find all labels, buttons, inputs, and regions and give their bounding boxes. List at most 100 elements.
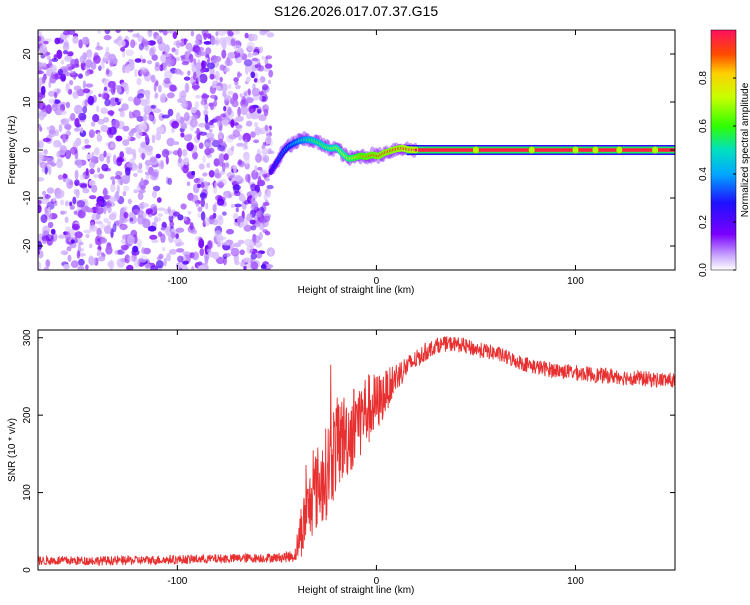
noise-blob (246, 213, 253, 222)
noise-blob (256, 78, 262, 83)
noise-blob (161, 148, 170, 158)
noise-blob (243, 199, 250, 205)
noise-blob (142, 58, 146, 64)
noise-blob (197, 212, 202, 218)
noise-blob (137, 192, 144, 201)
noise-blob (97, 256, 106, 262)
noise-blob (265, 55, 273, 60)
noise-blob (175, 227, 185, 233)
noise-blob (232, 30, 241, 35)
noise-blob (258, 95, 263, 102)
noise-blob (79, 241, 84, 246)
noise-blob (251, 87, 261, 97)
noise-blob (243, 265, 247, 270)
noise-blob (97, 167, 101, 173)
noise-blob (137, 169, 143, 174)
noise-blob (38, 140, 44, 149)
noise-blob (227, 106, 232, 116)
noise-blob (211, 80, 217, 89)
noise-region (38, 30, 275, 270)
noise-blob (139, 88, 144, 93)
noise-blob (100, 237, 108, 244)
noise-blob (235, 207, 239, 213)
noise-blob (49, 75, 57, 84)
noise-blob (140, 177, 144, 186)
noise-blob (134, 258, 140, 268)
noise-blob (235, 115, 244, 122)
noise-blob (246, 244, 253, 254)
noise-blob (261, 148, 269, 155)
noise-blob (43, 149, 48, 155)
signal-bead (528, 146, 535, 154)
noise-blob (254, 121, 258, 128)
noise-blob (175, 233, 179, 239)
noise-blob (244, 65, 249, 75)
noise-blob (194, 101, 200, 109)
noise-blob (157, 84, 162, 93)
noise-blob (152, 185, 161, 192)
noise-blob (51, 103, 58, 112)
noise-blob (120, 238, 127, 245)
noise-blob (115, 190, 120, 200)
noise-blob (202, 172, 208, 177)
noise-blob (82, 188, 90, 194)
snr-panel: -100 0 100 0 100 200 300 Height of straight li… (7, 329, 676, 596)
noise-blob (157, 231, 163, 237)
noise-blob (228, 134, 237, 140)
noise-blob (124, 65, 131, 74)
noise-blob (111, 179, 116, 185)
noise-blob (74, 127, 81, 132)
noise-blob (65, 83, 70, 93)
noise-blob (115, 30, 121, 33)
noise-blob (45, 259, 50, 267)
noise-blob (125, 167, 131, 176)
noise-blob (237, 58, 243, 63)
noise-blob (93, 174, 100, 178)
noise-blob (117, 249, 125, 255)
noise-blob (187, 42, 192, 53)
noise-blob (74, 179, 80, 186)
colorbar-tick-label: 0.8 (698, 71, 709, 85)
noise-blob (63, 30, 70, 36)
noise-blob (122, 125, 130, 132)
noise-blob (69, 204, 75, 210)
noise-blob (70, 113, 76, 121)
noise-blob (73, 210, 78, 215)
noise-blob (102, 187, 108, 196)
noise-blob (134, 58, 142, 63)
noise-blob (219, 76, 223, 83)
spectrogram-xtick-label: 100 (567, 276, 584, 287)
noise-blob (70, 58, 77, 67)
noise-blob (91, 213, 100, 221)
noise-blob (131, 164, 137, 169)
noise-blob (152, 190, 157, 199)
noise-blob (265, 135, 272, 145)
noise-blob (235, 177, 245, 184)
noise-blob (183, 157, 190, 166)
noise-blob (257, 109, 262, 114)
noise-blob (74, 169, 79, 180)
noise-blob (115, 175, 121, 180)
noise-blob (85, 70, 90, 77)
noise-blob (86, 154, 92, 160)
noise-blob (189, 118, 198, 128)
noise-blob (166, 253, 172, 262)
noise-blob (203, 32, 208, 40)
noise-blob (150, 74, 156, 83)
noise-blob (160, 54, 166, 63)
noise-blob (204, 121, 211, 131)
noise-blob (110, 142, 115, 149)
noise-blob (84, 64, 90, 71)
noise-blob (194, 39, 200, 44)
noise-blob (182, 260, 189, 265)
noise-blob (110, 176, 116, 181)
noise-blob (115, 170, 123, 177)
noise-blob (103, 217, 109, 223)
noise-blob (146, 60, 153, 65)
noise-blob (163, 77, 171, 84)
noise-blob (47, 221, 54, 229)
snr-xtick-label: 0 (374, 576, 380, 587)
noise-blob (122, 191, 127, 197)
noise-blob (128, 131, 134, 137)
